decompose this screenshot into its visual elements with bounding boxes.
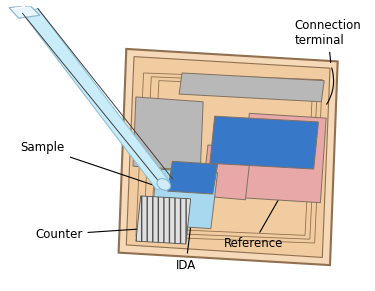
Ellipse shape [157,179,171,190]
Text: IDA: IDA [176,222,196,272]
Text: Reference: Reference [224,193,283,251]
Polygon shape [118,49,338,265]
Polygon shape [9,6,40,18]
Polygon shape [202,145,251,200]
Polygon shape [133,97,203,171]
Polygon shape [210,116,318,169]
Text: Counter: Counter [35,228,143,241]
Polygon shape [168,161,217,194]
Polygon shape [243,113,326,203]
Text: Sample: Sample [21,141,154,185]
Polygon shape [179,73,324,102]
Polygon shape [150,169,217,229]
Polygon shape [136,196,190,244]
Polygon shape [126,57,330,258]
Polygon shape [22,8,170,190]
Text: Connection
terminal: Connection terminal [294,19,361,63]
